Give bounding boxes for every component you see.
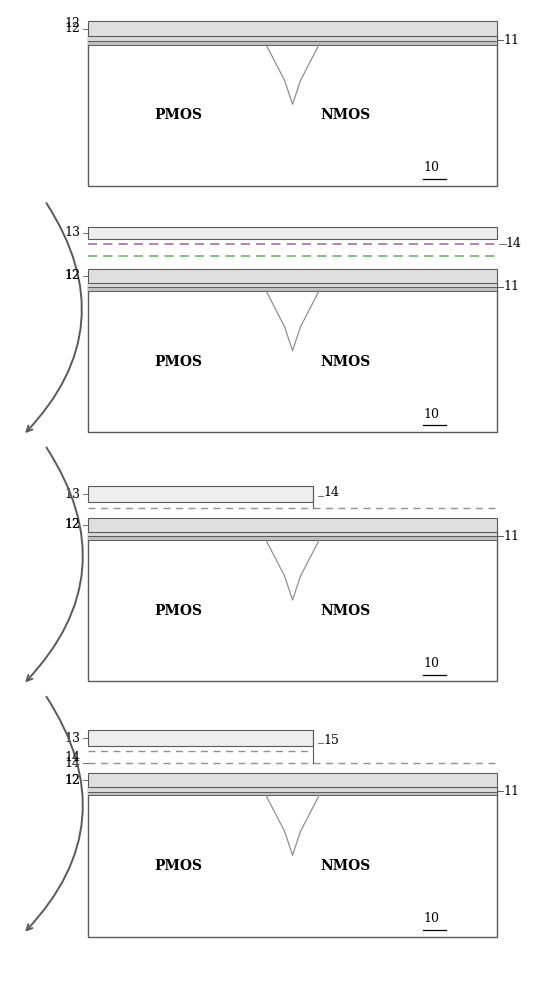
Bar bbox=[89, 286, 497, 291]
Text: NMOS: NMOS bbox=[321, 604, 371, 618]
Text: 14: 14 bbox=[324, 486, 340, 499]
Text: NMOS: NMOS bbox=[321, 859, 371, 873]
Text: NMOS: NMOS bbox=[321, 355, 371, 369]
Text: 12: 12 bbox=[65, 269, 80, 282]
Bar bbox=[89, 269, 497, 283]
Text: 11: 11 bbox=[503, 280, 519, 293]
Text: 14: 14 bbox=[65, 751, 80, 764]
Bar bbox=[89, 518, 497, 532]
Text: NMOS: NMOS bbox=[321, 108, 371, 122]
Text: 13: 13 bbox=[65, 732, 80, 745]
Bar bbox=[89, 227, 497, 239]
Bar bbox=[89, 532, 497, 536]
Text: 12: 12 bbox=[65, 518, 80, 531]
Bar bbox=[89, 791, 497, 795]
Text: 11: 11 bbox=[503, 34, 519, 47]
Text: 12: 12 bbox=[65, 774, 80, 787]
Text: PMOS: PMOS bbox=[154, 859, 202, 873]
Text: 10: 10 bbox=[423, 161, 439, 174]
Bar bbox=[89, 773, 497, 787]
Bar bbox=[89, 21, 497, 36]
Bar bbox=[89, 536, 497, 540]
Text: 11: 11 bbox=[503, 785, 519, 798]
Text: PMOS: PMOS bbox=[154, 355, 202, 369]
Bar bbox=[89, 486, 313, 502]
Text: 12: 12 bbox=[65, 518, 80, 531]
Bar bbox=[89, 36, 497, 41]
Text: 12: 12 bbox=[65, 269, 80, 282]
Text: 12: 12 bbox=[65, 17, 80, 30]
Text: 15: 15 bbox=[324, 734, 340, 747]
Bar bbox=[89, 730, 313, 746]
Text: 12: 12 bbox=[65, 22, 80, 35]
Text: 14: 14 bbox=[65, 757, 80, 770]
Bar bbox=[89, 532, 497, 681]
Text: 10: 10 bbox=[423, 912, 439, 925]
Bar bbox=[89, 787, 497, 937]
Bar bbox=[89, 283, 497, 432]
Text: 12: 12 bbox=[65, 774, 80, 787]
Text: 11: 11 bbox=[503, 530, 519, 543]
Bar bbox=[89, 36, 497, 186]
Bar bbox=[89, 40, 497, 45]
Text: PMOS: PMOS bbox=[154, 108, 202, 122]
Text: 10: 10 bbox=[423, 408, 439, 421]
Text: PMOS: PMOS bbox=[154, 604, 202, 618]
Bar bbox=[89, 283, 497, 287]
Text: 14: 14 bbox=[506, 237, 522, 250]
Bar bbox=[89, 787, 497, 792]
Text: 10: 10 bbox=[423, 657, 439, 670]
Text: 13: 13 bbox=[65, 488, 80, 501]
Text: 13: 13 bbox=[65, 226, 80, 239]
